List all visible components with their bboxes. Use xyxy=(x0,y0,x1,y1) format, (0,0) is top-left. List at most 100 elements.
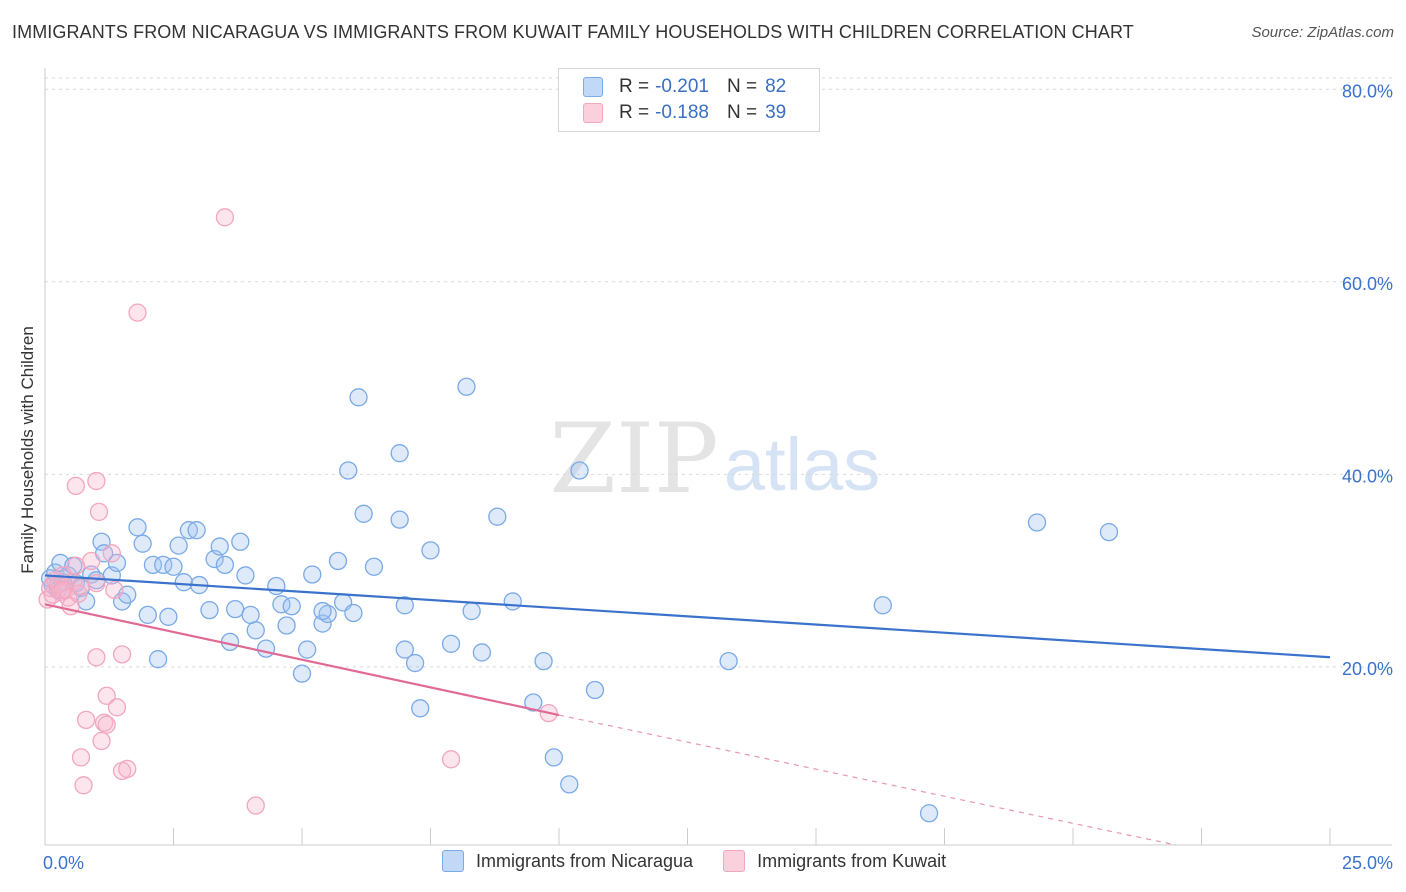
point-kuwait xyxy=(441,750,461,769)
point-nicaragua xyxy=(395,596,414,615)
point-nicaragua xyxy=(1099,522,1119,542)
point-kuwait xyxy=(112,645,132,664)
point-nicaragua xyxy=(187,521,206,540)
legend-r-label: R = xyxy=(619,76,650,97)
point-nicaragua xyxy=(560,775,579,794)
point-nicaragua xyxy=(405,653,425,673)
point-nicaragua xyxy=(534,651,553,671)
point-nicaragua xyxy=(390,444,409,463)
point-nicaragua xyxy=(570,461,589,480)
point-nicaragua xyxy=(179,521,199,540)
stats-legend: R = -0.201 N = 82 R = -0.188 N = 39 xyxy=(558,68,820,132)
x-tick-label: 25.0% xyxy=(1342,853,1393,873)
y-tick-label: 20.0% xyxy=(1342,659,1393,679)
point-kuwait xyxy=(215,208,235,227)
point-nicaragua xyxy=(1027,513,1047,532)
y-axis-label-container: Family Households with Children xyxy=(16,300,40,600)
point-nicaragua xyxy=(226,599,245,619)
point-nicaragua xyxy=(421,541,440,560)
point-nicaragua xyxy=(318,604,337,624)
point-nicaragua xyxy=(313,601,332,621)
point-kuwait xyxy=(107,698,127,717)
point-nicaragua xyxy=(210,537,229,556)
point-nicaragua xyxy=(231,532,250,551)
point-nicaragua xyxy=(457,377,476,396)
point-nicaragua xyxy=(138,605,157,625)
point-nicaragua xyxy=(462,601,481,621)
legend-r-value-kuwait: -0.188 xyxy=(655,102,709,123)
point-nicaragua xyxy=(585,680,605,700)
point-kuwait xyxy=(82,551,101,571)
point-nicaragua xyxy=(313,614,332,633)
point-nicaragua xyxy=(215,555,235,574)
legend-swatch-nicaragua xyxy=(442,850,464,872)
point-nicaragua xyxy=(200,600,219,620)
chart-title: IMMIGRANTS FROM NICARAGUA VS IMMIGRANTS … xyxy=(12,22,1134,42)
point-kuwait xyxy=(92,731,111,751)
watermark-atlas: atlas xyxy=(724,423,880,506)
trendline-kuwait xyxy=(44,603,560,717)
trendline-kuwait-extension xyxy=(558,714,1176,846)
point-nicaragua xyxy=(873,596,892,615)
point-nicaragua xyxy=(282,597,301,616)
point-nicaragua xyxy=(256,639,276,658)
point-nicaragua xyxy=(919,804,939,823)
legend-swatch-nicaragua xyxy=(583,77,603,97)
point-nicaragua xyxy=(303,565,322,584)
point-kuwait xyxy=(128,303,147,322)
legend-label-kuwait: Immigrants from Kuwait xyxy=(757,850,947,871)
point-nicaragua xyxy=(164,557,183,576)
point-nicaragua xyxy=(344,603,363,623)
point-nicaragua xyxy=(292,664,312,683)
chart-source: Source: ZipAtlas.com xyxy=(1251,24,1394,41)
y-tick-label: 80.0% xyxy=(1342,81,1393,101)
point-kuwait xyxy=(97,686,116,705)
point-nicaragua xyxy=(267,576,286,596)
legend-item-nicaragua: Immigrants from Nicaragua xyxy=(442,850,693,872)
legend-n-value-nicaragua: 82 xyxy=(765,76,787,97)
point-nicaragua xyxy=(143,555,163,574)
legend-swatch-kuwait xyxy=(583,103,603,123)
point-kuwait xyxy=(102,544,121,563)
legend-label-nicaragua: Immigrants from Nicaragua xyxy=(476,850,694,871)
point-nicaragua xyxy=(297,640,317,659)
watermark-zip: ZIP xyxy=(549,403,718,515)
point-kuwait xyxy=(97,715,116,734)
point-nicaragua xyxy=(148,650,168,669)
point-kuwait xyxy=(66,556,85,575)
point-kuwait xyxy=(71,576,91,596)
point-nicaragua xyxy=(395,640,414,659)
point-kuwait xyxy=(87,648,106,667)
point-kuwait xyxy=(87,573,106,593)
point-kuwait xyxy=(118,759,137,779)
legend-swatch-kuwait xyxy=(723,850,746,872)
point-nicaragua xyxy=(441,634,461,653)
point-nicaragua xyxy=(364,557,384,576)
point-nicaragua xyxy=(174,573,193,592)
legend-row-kuwait: R = -0.188 N = 39 xyxy=(583,101,804,125)
point-nicaragua xyxy=(236,566,255,585)
series-legend: Immigrants from Nicaragua Immigrants fro… xyxy=(442,850,976,872)
point-nicaragua xyxy=(159,607,178,626)
point-nicaragua xyxy=(544,748,564,767)
point-kuwait xyxy=(74,776,93,795)
point-kuwait xyxy=(87,471,106,491)
point-kuwait xyxy=(246,796,265,815)
legend-row-nicaragua: R = -0.201 N = 82 xyxy=(583,75,804,99)
point-nicaragua xyxy=(354,504,373,523)
point-nicaragua xyxy=(390,510,409,529)
legend-n-value-kuwait: 39 xyxy=(765,102,787,123)
point-kuwait xyxy=(66,476,85,496)
legend-item-kuwait: Immigrants from Kuwait xyxy=(723,850,946,872)
point-nicaragua xyxy=(719,651,738,671)
legend-r-label: R = xyxy=(619,102,650,123)
point-nicaragua xyxy=(349,388,368,407)
point-nicaragua xyxy=(169,536,188,555)
point-nicaragua xyxy=(246,621,265,640)
point-nicaragua xyxy=(277,616,296,635)
point-nicaragua xyxy=(339,461,358,480)
x-tick-label: 0.0% xyxy=(43,853,84,873)
point-kuwait xyxy=(105,580,124,600)
legend-n-label: N = xyxy=(726,76,758,97)
